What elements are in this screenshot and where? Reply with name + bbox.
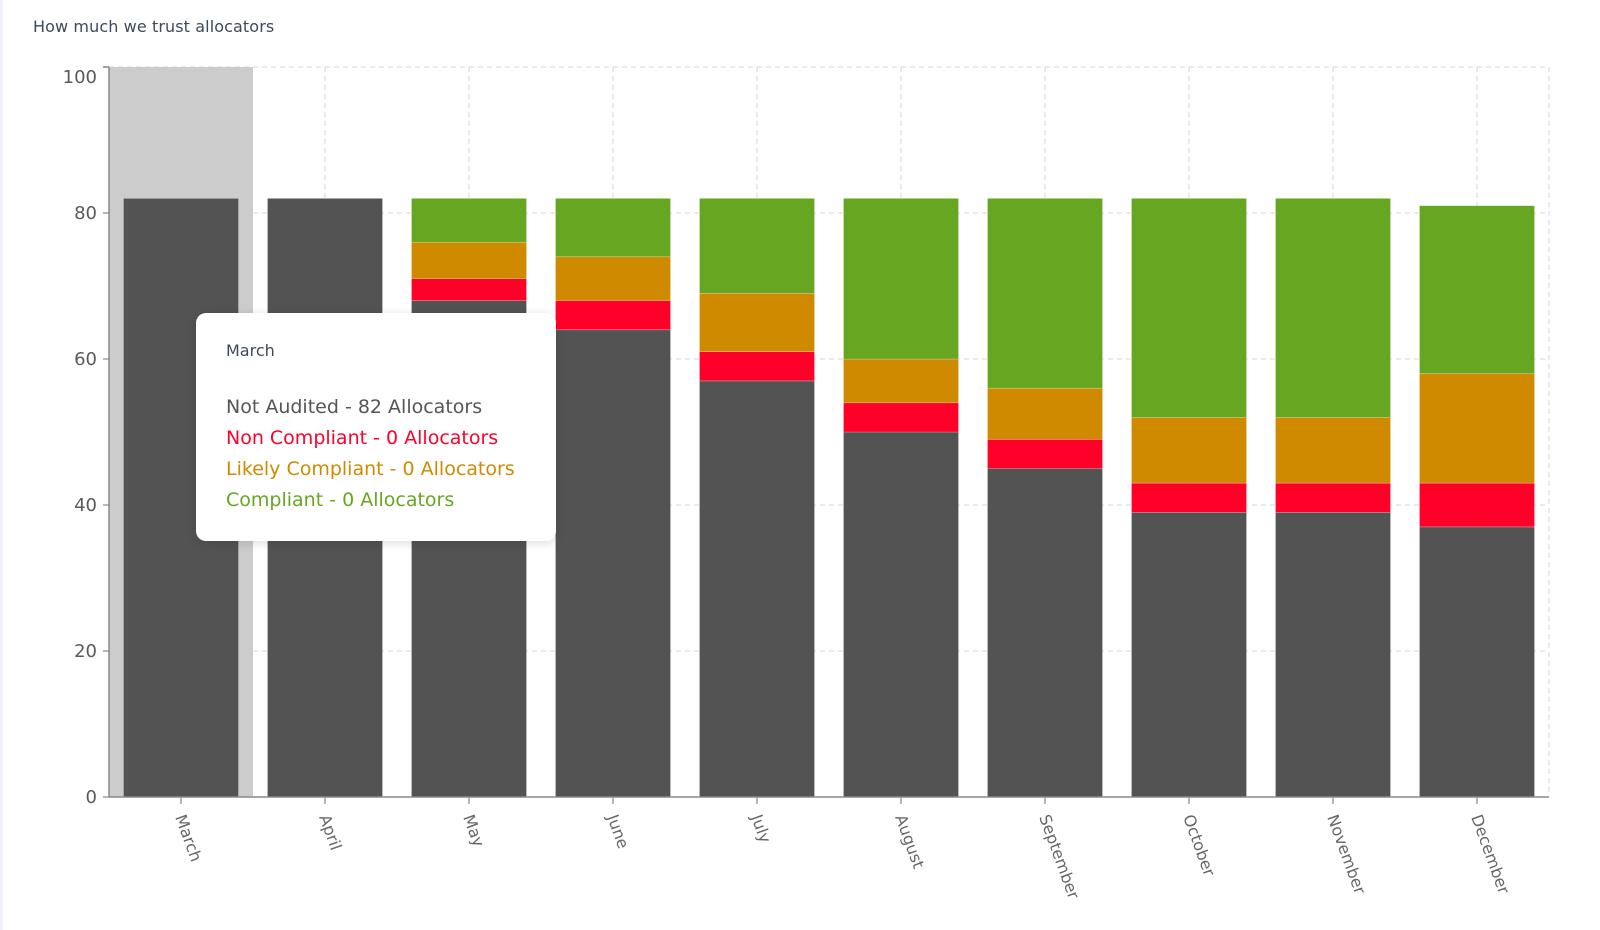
bar-segment-not-audited [843, 431, 959, 798]
bar-segment-non-compliant [411, 278, 527, 301]
x-tick-label: December [1467, 812, 1513, 897]
x-tick-label: August [891, 812, 928, 871]
bar-segment-likely-compliant [1131, 417, 1247, 484]
bar-segment-not-audited [1419, 526, 1535, 798]
bar-segment-not-audited [987, 468, 1103, 798]
bar-segment-not-audited [1131, 511, 1247, 798]
y-axis-ticks: 0 20 40 60 80 100 [63, 66, 109, 808]
bar-segment-compliant [1419, 205, 1535, 374]
bar-segment-likely-compliant [843, 358, 959, 404]
tooltip-line-compliant: Compliant - 0 Allocators [226, 489, 455, 511]
x-tick-label: June [603, 811, 633, 851]
bar-segment-likely-compliant [1419, 373, 1535, 484]
bar-segment-non-compliant [843, 402, 959, 433]
bar-segment-compliant [987, 198, 1103, 389]
bar-segment-non-compliant [555, 300, 671, 331]
tooltip-line-non-compliant: Non Compliant - 0 Allocators [226, 427, 499, 449]
tooltip-title: March [226, 341, 275, 360]
x-tick-label: April [315, 812, 345, 853]
tooltip: March Not Audited - 82 Allocators Non Co… [196, 313, 556, 541]
bar-segment-compliant [1275, 198, 1391, 418]
bar-segment-non-compliant [699, 351, 815, 382]
bar-segment-non-compliant [1131, 482, 1247, 513]
x-tick-label: October [1179, 812, 1219, 879]
tooltip-line-not-audited: Not Audited - 82 Allocators [226, 396, 483, 418]
bar-segment-non-compliant [1275, 482, 1391, 513]
y-tick-label: 0 [86, 787, 97, 808]
tooltip-line-likely-compliant: Likely Compliant - 0 Allocators [226, 458, 515, 480]
bar-segment-likely-compliant [987, 387, 1103, 440]
bar-segment-likely-compliant [411, 241, 527, 279]
x-tick-label: July [747, 811, 775, 845]
x-tick-label: November [1323, 812, 1369, 897]
x-tick-label: September [1035, 812, 1083, 902]
bar-segment-likely-compliant [1275, 417, 1391, 484]
y-tick-label: 60 [74, 349, 97, 370]
x-tick-label: May [459, 812, 488, 850]
bar-segment-not-audited [1275, 511, 1391, 798]
y-tick-label: 80 [74, 203, 97, 224]
bar-segment-compliant [843, 198, 959, 360]
x-axis-ticks: March April May June July August September Octo… [171, 797, 1514, 902]
bar-segment-compliant [1131, 198, 1247, 418]
chart-title: How much we trust allocators [33, 17, 275, 36]
bar-segment-likely-compliant [699, 292, 815, 352]
y-tick-label: 20 [74, 641, 97, 662]
x-tick-label: March [171, 812, 206, 864]
y-tick-label: 40 [74, 495, 97, 516]
bar-segment-not-audited [555, 329, 671, 798]
bar-segment-non-compliant [1419, 482, 1535, 528]
bar-segment-not-audited [699, 380, 815, 798]
y-tick-label: 100 [63, 67, 97, 88]
bar-segment-non-compliant [987, 438, 1103, 469]
bar-segment-compliant [699, 198, 815, 294]
bar-segment-compliant [555, 198, 671, 258]
bar-segment-compliant [411, 198, 527, 243]
bars [123, 198, 1535, 798]
bar-segment-likely-compliant [555, 256, 671, 301]
